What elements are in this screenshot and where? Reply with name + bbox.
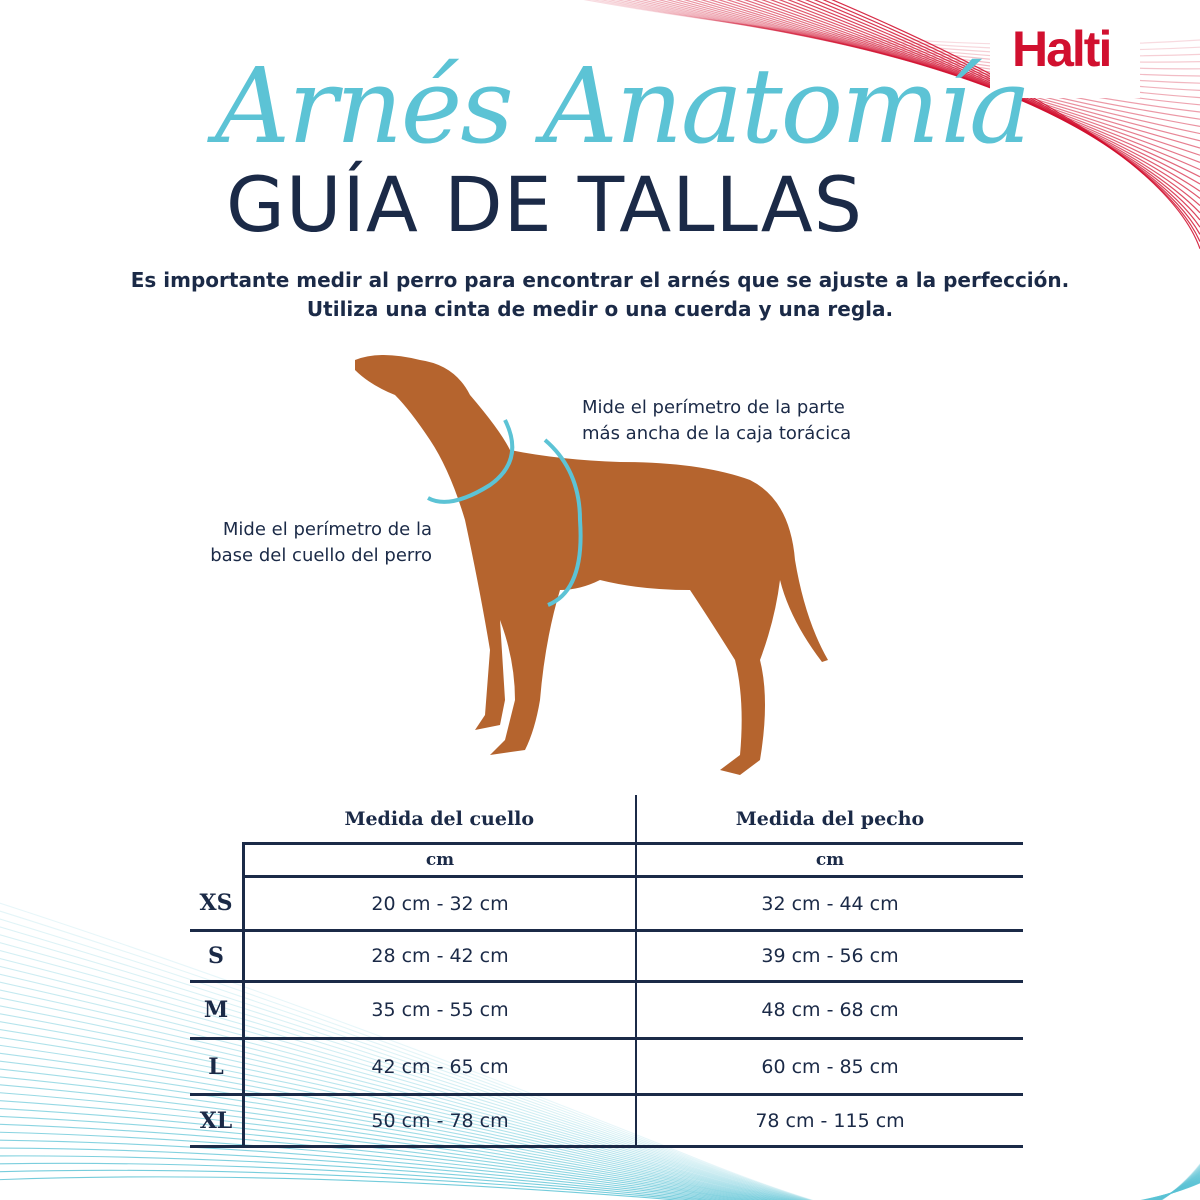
chest-callout-line-2: más ancha de la caja torácica [582,423,852,444]
size-label: XL [190,1094,244,1148]
table-row: M 35 cm - 55 cm 48 cm - 68 cm [190,981,1023,1040]
chest-range: 48 cm - 68 cm [635,981,1023,1040]
chest-range: 60 cm - 85 cm [635,1038,1023,1096]
chest-unit: cm [635,842,1023,878]
chest-callout: Mide el perímetro de la parte más ancha … [582,395,902,447]
neck-measure-arrow [427,419,515,504]
measure-arrows [427,419,583,607]
table-header-row: Medida del cuello Medida del pecho [190,795,1023,844]
chest-measure-arrow [543,438,583,607]
neck-callout: Mide el perímetro de la base del cuello … [150,517,432,569]
teal-wave-line [0,1176,1200,1200]
chest-range: 78 cm - 115 cm [635,1094,1023,1148]
table-row: L 42 cm - 65 cm 60 cm - 85 cm [190,1038,1023,1096]
chest-column-header: Medida del pecho [635,795,1023,844]
neck-unit: cm [242,842,636,878]
table-row: XL 50 cm - 78 cm 78 cm - 115 cm [190,1094,1023,1148]
table-row: XS 20 cm - 32 cm 32 cm - 44 cm [190,876,1023,932]
size-label: L [190,1038,244,1096]
table-row: S 28 cm - 42 cm 39 cm - 56 cm [190,930,1023,983]
neck-range: 20 cm - 32 cm [242,876,636,932]
intro-text: Es importante medir al perro para encont… [0,266,1200,324]
neck-callout-line-2: base del cuello del perro [210,545,432,566]
neck-range: 50 cm - 78 cm [242,1094,636,1148]
teal-wave-line [0,1162,1200,1200]
page-title: GUÍA DE TALLAS [226,160,863,249]
neck-range: 42 cm - 65 cm [242,1038,636,1096]
neck-callout-line-1: Mide el perímetro de la [222,519,432,540]
teal-wave-line [0,1147,1200,1200]
intro-line-1: Es importante medir al perro para encont… [130,268,1070,292]
teal-wave-line [0,1139,1200,1200]
chest-range: 39 cm - 56 cm [635,930,1023,983]
chest-callout-line-1: Mide el perímetro de la parte [582,397,845,418]
chest-range: 32 cm - 44 cm [635,876,1023,932]
unit-blank [190,844,244,877]
size-table: Medida del cuello Medida del pecho cm cm… [190,795,1023,1148]
size-label: XS [190,876,244,932]
teal-wave-line [0,1169,1200,1200]
unit-row: cm cm [190,842,1023,878]
teal-wave-line [0,1155,1200,1200]
product-title: Arnés Anatomía [215,45,1031,167]
size-label: S [190,930,244,983]
neck-range: 35 cm - 55 cm [242,981,636,1040]
neck-range: 28 cm - 42 cm [242,930,636,983]
intro-line-2: Utiliza una cinta de medir o una cuerda … [306,297,894,321]
size-label: M [190,981,244,1040]
size-header-blank [190,795,244,844]
neck-column-header: Medida del cuello [344,807,535,830]
